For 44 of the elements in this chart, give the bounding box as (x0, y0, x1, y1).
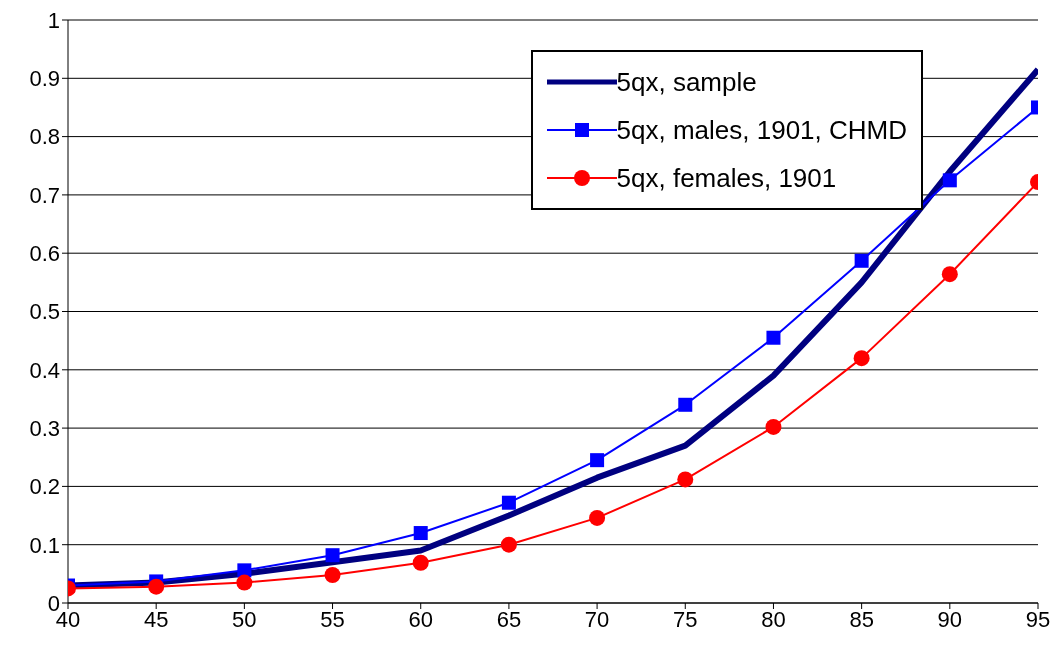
point (677, 471, 694, 488)
point (854, 253, 869, 268)
point (412, 554, 429, 571)
point (941, 266, 958, 283)
x-tick-label: 85 (849, 606, 874, 632)
x-tick-label: 90 (937, 606, 963, 632)
x-tick-label: 95 (1025, 606, 1051, 632)
y-tick-label: 0.8 (29, 124, 60, 150)
y-tick-label: 0.9 (29, 66, 60, 92)
x-tick-label: 45 (143, 606, 169, 632)
y-tick-label: 0.6 (29, 241, 60, 267)
point (413, 526, 428, 541)
x-tick-label: 50 (232, 606, 257, 632)
y-tick-label: 0.4 (29, 357, 60, 383)
point (590, 453, 605, 468)
y-tick-label: 1 (47, 7, 60, 33)
x-tick-label: 70 (584, 606, 610, 632)
point (325, 548, 340, 563)
point (236, 574, 253, 591)
x-tick-label: 65 (496, 606, 522, 632)
x-tick-label: 55 (320, 606, 345, 632)
point (500, 536, 517, 553)
point (766, 330, 781, 345)
legend-label: 5qx, females, 1901 (616, 162, 837, 194)
y-tick-label: 0.2 (29, 474, 60, 500)
x-tick-label: 75 (673, 606, 698, 632)
point (324, 567, 341, 584)
point (589, 509, 606, 526)
y-tick-label: 0.7 (29, 182, 60, 208)
legend-label: 5qx, sample (616, 66, 757, 98)
point (148, 578, 165, 595)
point (942, 173, 957, 188)
y-tick-label: 0.1 (29, 532, 60, 558)
point (237, 563, 252, 578)
x-tick-label: 80 (761, 606, 786, 632)
y-tick-label: 0.5 (29, 299, 60, 325)
legend-label: 5qx, males, 1901, CHMD (616, 114, 907, 146)
y-tick-label: 0.3 (29, 415, 60, 441)
point (765, 418, 782, 435)
point (678, 397, 693, 412)
y-tick-label: 0 (47, 590, 60, 616)
point (853, 350, 870, 367)
x-tick-label: 60 (408, 606, 433, 632)
point (501, 495, 516, 510)
